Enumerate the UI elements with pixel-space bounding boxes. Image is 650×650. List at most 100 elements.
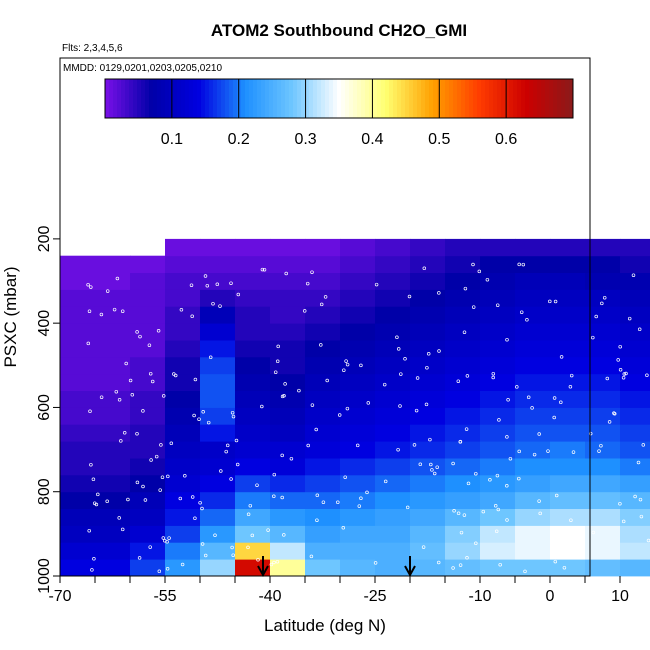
heatmap-cell	[200, 323, 236, 341]
observation-point	[399, 372, 403, 376]
heatmap-cell	[375, 508, 411, 526]
heatmap-cell	[550, 542, 586, 560]
colorbar-segment	[189, 79, 194, 118]
observation-point	[159, 443, 163, 447]
observation-point	[99, 395, 104, 399]
heatmap-cell	[305, 238, 341, 257]
heatmap-cell	[515, 306, 551, 324]
observation-point	[280, 394, 285, 399]
observation-point	[624, 371, 628, 376]
heatmap-cell	[550, 458, 586, 476]
heatmap-cell	[410, 323, 446, 341]
observation-point	[178, 496, 183, 501]
colorbar-segment	[361, 79, 366, 118]
heatmap-cell	[270, 238, 306, 257]
observation-point	[451, 461, 455, 466]
heatmap-cell	[130, 323, 166, 341]
observation-point	[495, 303, 500, 307]
observation-point	[425, 365, 429, 370]
colorbar-segment	[405, 79, 410, 118]
observation-point	[272, 472, 277, 477]
heatmap-cell	[410, 238, 446, 257]
observation-point	[559, 355, 564, 359]
observation-point	[269, 562, 274, 567]
heatmap-cell	[620, 474, 650, 493]
observation-point	[193, 377, 198, 382]
observation-point	[463, 286, 468, 291]
heatmap-cell	[200, 508, 236, 526]
observation-point	[205, 283, 210, 288]
observation-point	[607, 420, 612, 424]
observation-point	[143, 498, 148, 502]
colorbar-segment	[513, 79, 518, 118]
observation-point	[224, 449, 228, 454]
observation-point	[365, 490, 369, 495]
observation-point	[497, 418, 501, 422]
observation-point	[115, 276, 120, 281]
heatmap-cell	[445, 373, 481, 391]
colorbar-segment	[197, 79, 202, 118]
observation-point	[310, 270, 314, 274]
x-tick-label: 10	[611, 588, 629, 605]
observation-point	[319, 343, 323, 347]
observation-point	[128, 378, 133, 383]
observation-point	[618, 501, 622, 506]
colorbar-tick-label: 0.1	[161, 131, 183, 148]
heatmap-cell	[585, 340, 621, 358]
observation-point	[321, 500, 326, 504]
heatmap-cell	[375, 238, 411, 257]
heatmap-cell	[445, 390, 481, 408]
colorbar-segment	[521, 79, 526, 118]
colorbar-segment	[397, 79, 402, 118]
heatmap-cell	[620, 458, 650, 476]
plot-area	[60, 238, 650, 578]
heatmap-cell	[235, 340, 271, 358]
observation-point	[306, 443, 310, 448]
heatmap-cell	[480, 255, 516, 273]
observation-point	[412, 443, 417, 447]
colorbar-segment	[433, 79, 438, 118]
heatmap-cell	[375, 356, 411, 375]
observation-point	[546, 449, 550, 453]
colorbar-segment	[465, 79, 470, 118]
heatmap-cell	[130, 542, 166, 560]
colorbar-segment	[449, 79, 454, 118]
colorbar-segment	[201, 79, 206, 118]
observation-point	[622, 372, 627, 376]
heatmap-cell	[410, 491, 446, 509]
heatmap-cell	[130, 390, 166, 408]
heatmap-cell	[305, 525, 341, 543]
heatmap-cell	[60, 390, 131, 408]
heatmap-cell	[620, 525, 650, 543]
heatmap-cell	[60, 255, 131, 273]
colorbar-segment	[421, 79, 426, 118]
heatmap-cell	[165, 306, 201, 324]
observation-point	[424, 402, 429, 407]
colorbar-segment	[381, 79, 386, 118]
heatmap-cell	[270, 356, 306, 375]
colorbar-segment	[241, 79, 246, 118]
heatmap-cell	[165, 542, 201, 560]
heatmap-cell	[130, 474, 166, 493]
heatmap-cell	[410, 306, 446, 324]
colorbar-segment	[349, 79, 354, 118]
observation-point	[474, 471, 478, 476]
heatmap-cell	[445, 508, 481, 526]
heatmap-cell	[515, 255, 551, 273]
observation-point	[421, 545, 426, 549]
heatmap-cell	[60, 407, 131, 425]
colorbar-segment	[389, 79, 394, 118]
observation-point	[491, 371, 496, 376]
colorbar-segment	[149, 79, 154, 118]
observation-point	[612, 412, 617, 416]
heatmap-cell	[235, 272, 271, 290]
heatmap-cell	[410, 525, 446, 543]
colorbar-tick-label: 0.3	[294, 131, 316, 148]
heatmap-cell	[375, 424, 411, 442]
heatmap-cell	[410, 508, 446, 526]
heatmap-cell	[480, 441, 516, 459]
colorbar-gradient	[105, 79, 574, 118]
observation-point	[553, 299, 558, 304]
observation-point	[266, 528, 270, 532]
observation-point	[310, 403, 315, 407]
